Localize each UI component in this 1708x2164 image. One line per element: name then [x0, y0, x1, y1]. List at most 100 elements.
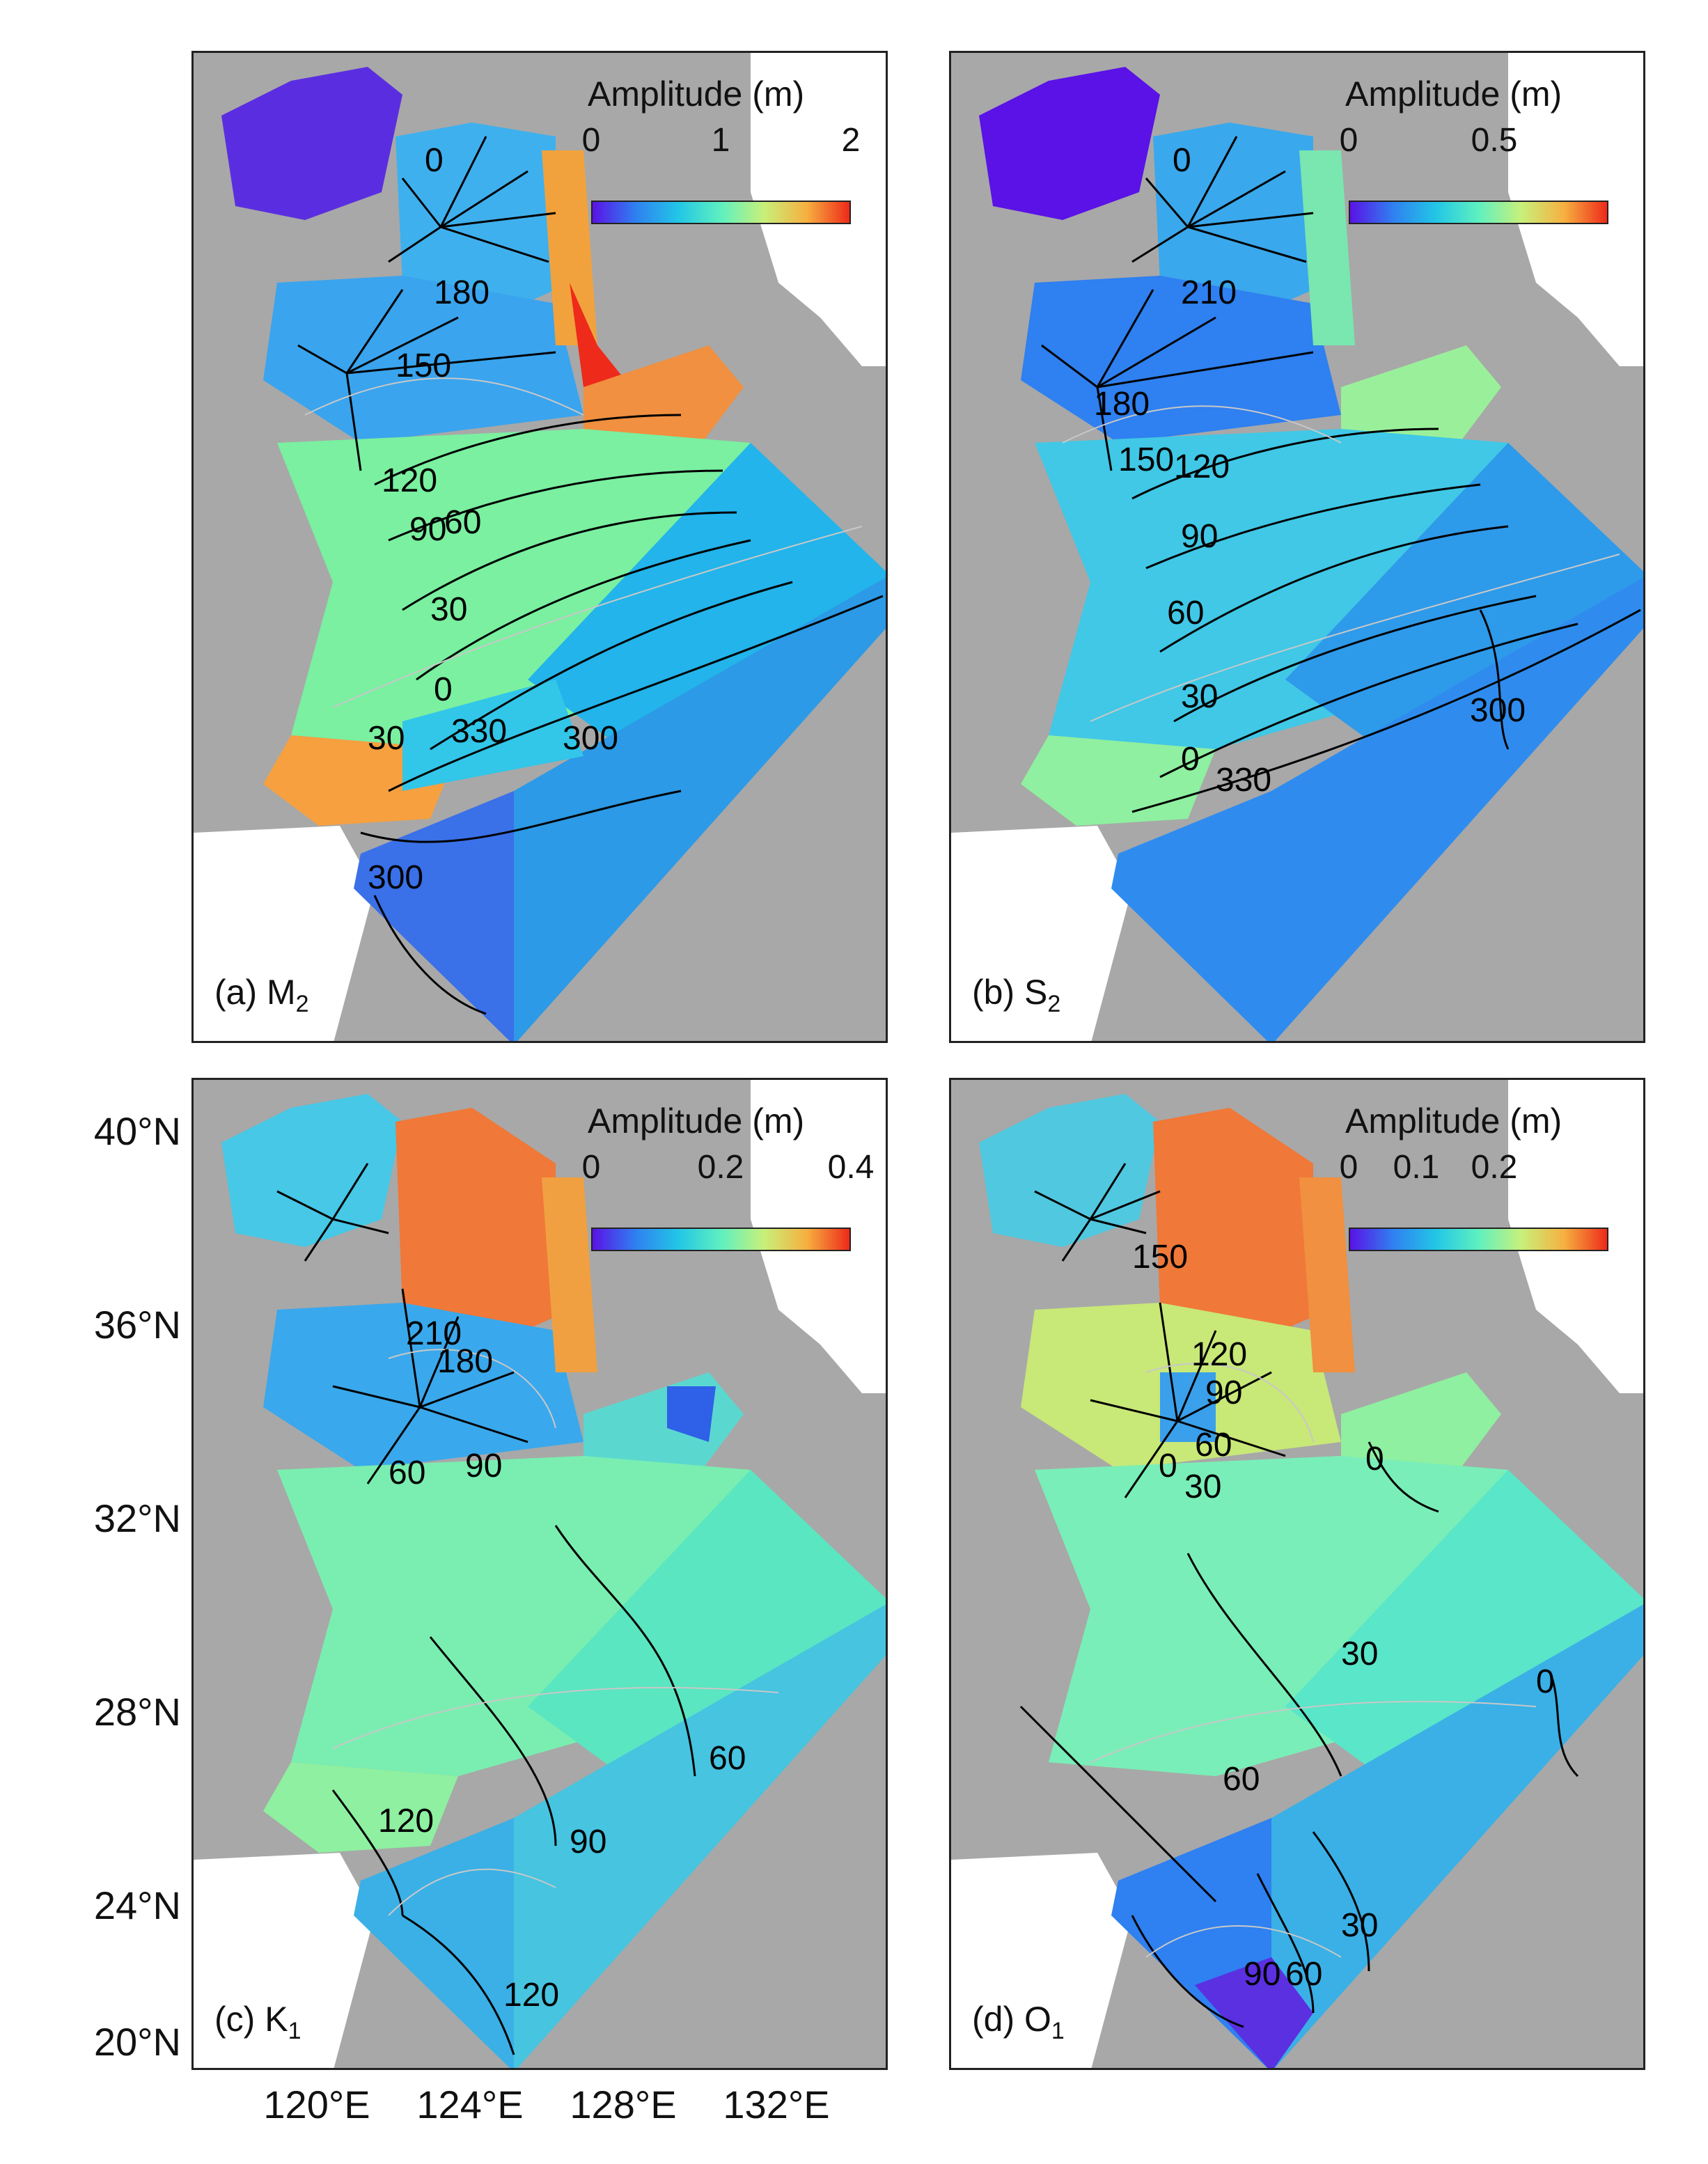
lat-label: 24°N	[93, 1883, 181, 1927]
phase-contours	[1041, 136, 1641, 813]
colorbar	[1349, 1228, 1608, 1251]
panel-label: (a) M2	[214, 973, 309, 1017]
colorbar-tick: 0	[1339, 122, 1358, 159]
phase-label: 120	[378, 1803, 434, 1840]
phase-label: 30	[1181, 678, 1218, 715]
phase-labels: 0 210 180 150 120 90 60 30 0 330 300	[1094, 142, 1526, 799]
colorbar-title: Amplitude (m)	[1345, 75, 1562, 113]
colorbar	[591, 201, 851, 224]
phase-label: 30	[1341, 1636, 1378, 1672]
phase-label: 300	[563, 720, 618, 757]
colorbar	[591, 1228, 851, 1251]
phase-label: 0	[1159, 1448, 1177, 1484]
amplitude-contours	[1090, 1363, 1537, 1958]
lat-label: 28°N	[93, 1690, 181, 1734]
colorbar-tick: 0	[1339, 1149, 1358, 1186]
phase-label: 60	[444, 504, 481, 541]
lon-label: 124°E	[416, 2083, 524, 2126]
phase-label: 300	[1470, 692, 1526, 729]
colorbar-title: Amplitude (m)	[1345, 1101, 1562, 1140]
colorbar-tick: 0.2	[1471, 1149, 1518, 1186]
phase-contours	[1019, 1163, 1579, 2028]
panel-b-s2: 0 210 180 150 120 90 60 30 0 330 300 Amp…	[949, 51, 1645, 1043]
map-c: 210 180 60 90 120 90 60 120	[194, 1080, 886, 2068]
phase-label: 90	[465, 1448, 502, 1484]
phase-label: 120	[1174, 448, 1230, 485]
phase-label: 210	[406, 1315, 462, 1352]
phase-label: 90	[1244, 1956, 1280, 1993]
lat-label: 32°N	[93, 1496, 181, 1540]
amplitude-field	[979, 67, 1643, 1041]
phase-label: 180	[437, 1343, 493, 1380]
lat-label: 40°N	[93, 1109, 181, 1153]
phase-label: 0	[425, 142, 444, 179]
phase-label: 150	[1132, 1239, 1188, 1276]
amplitude-contours	[332, 1349, 779, 1916]
phase-label: 30	[430, 591, 467, 628]
colorbar-title: Amplitude (m)	[588, 75, 805, 113]
phase-label: 90	[1181, 518, 1218, 555]
phase-label: 60	[389, 1455, 425, 1491]
map-d: 150 120 90 60 30 0 0 30 60 0 90 60 30	[951, 1080, 1643, 2068]
colorbar-tick: 0.2	[697, 1149, 744, 1186]
phase-label: 330	[1216, 762, 1271, 799]
phase-label: 60	[709, 1740, 746, 1777]
colorbar	[1349, 201, 1608, 224]
amplitude-field	[221, 1094, 886, 2068]
phase-label: 150	[395, 347, 451, 384]
map-b: 0 210 180 150 120 90 60 30 0 330 300	[951, 53, 1643, 1041]
phase-label: 90	[409, 511, 446, 548]
panel-d-o1: 150 120 90 60 30 0 0 30 60 0 90 60 30 Am…	[949, 1078, 1645, 2070]
phase-label: 120	[1191, 1336, 1247, 1373]
colorbar-tick: 0	[581, 122, 601, 159]
phase-labels: 0 180 150 120 90 60 30 0 330 300 30 300	[368, 142, 618, 896]
lon-label: 132°E	[723, 2083, 830, 2126]
phase-label: 300	[368, 859, 423, 896]
panel-c-k1: 210 180 60 90 120 90 60 120 Amplitude (m…	[191, 1078, 888, 2070]
map-a: 0 180 150 120 90 60 30 0 330 300 30 300	[194, 53, 886, 1041]
lon-label: 120°E	[263, 2083, 370, 2126]
phase-label: 90	[1205, 1374, 1242, 1411]
phase-label: 330	[451, 713, 507, 750]
amplitude-contours	[304, 377, 863, 708]
phase-label: 60	[1223, 1761, 1260, 1798]
phase-label: 0	[1181, 741, 1200, 778]
phase-label: 30	[1184, 1468, 1221, 1505]
colorbar-tick: 1	[711, 122, 730, 159]
phase-label: 30	[368, 720, 405, 757]
colorbar-title: Amplitude (m)	[588, 1101, 805, 1140]
panel-label: (d) O1	[972, 2000, 1065, 2044]
phase-label: 60	[1195, 1427, 1232, 1464]
phase-label: 90	[570, 1824, 606, 1860]
lat-label: 20°N	[93, 2020, 181, 2064]
phase-label: 120	[503, 1977, 559, 2014]
panel-label: (c) K1	[214, 2000, 301, 2044]
colorbar-tick: 0.5	[1471, 122, 1518, 159]
panel-label: (b) S2	[972, 973, 1061, 1017]
lat-label: 36°N	[93, 1303, 181, 1347]
amplitude-field	[221, 67, 886, 1041]
phase-label: 30	[1341, 1907, 1378, 1944]
phase-label: 0	[1173, 142, 1191, 179]
colorbar-tick: 0.1	[1393, 1149, 1440, 1186]
amplitude-contours	[1062, 405, 1620, 722]
colorbar-tick: 2	[841, 122, 861, 159]
phase-label: 120	[382, 462, 437, 499]
phase-label: 180	[434, 274, 489, 311]
phase-label: 60	[1167, 595, 1204, 632]
panel-a-m2: 0 180 150 120 90 60 30 0 330 300 30 300 …	[191, 51, 888, 1043]
phase-label: 60	[1285, 1956, 1322, 1993]
phase-labels: 150 120 90 60 30 0 0 30 60 0 90 60 30	[1132, 1239, 1555, 1993]
phase-label: 150	[1118, 441, 1174, 478]
phase-label: 210	[1181, 274, 1237, 311]
phase-labels: 210 180 60 90 120 90 60 120	[378, 1315, 746, 2014]
colorbar-tick: 0	[581, 1149, 601, 1186]
phase-label: 0	[434, 671, 453, 708]
phase-label: 0	[1365, 1441, 1384, 1477]
lon-label: 128°E	[570, 2083, 677, 2126]
phase-contours	[297, 136, 884, 1015]
phase-label: 0	[1536, 1663, 1555, 1700]
phase-label: 180	[1094, 386, 1150, 423]
amplitude-field	[979, 1094, 1643, 2068]
colorbar-tick: 0.4	[827, 1149, 875, 1186]
